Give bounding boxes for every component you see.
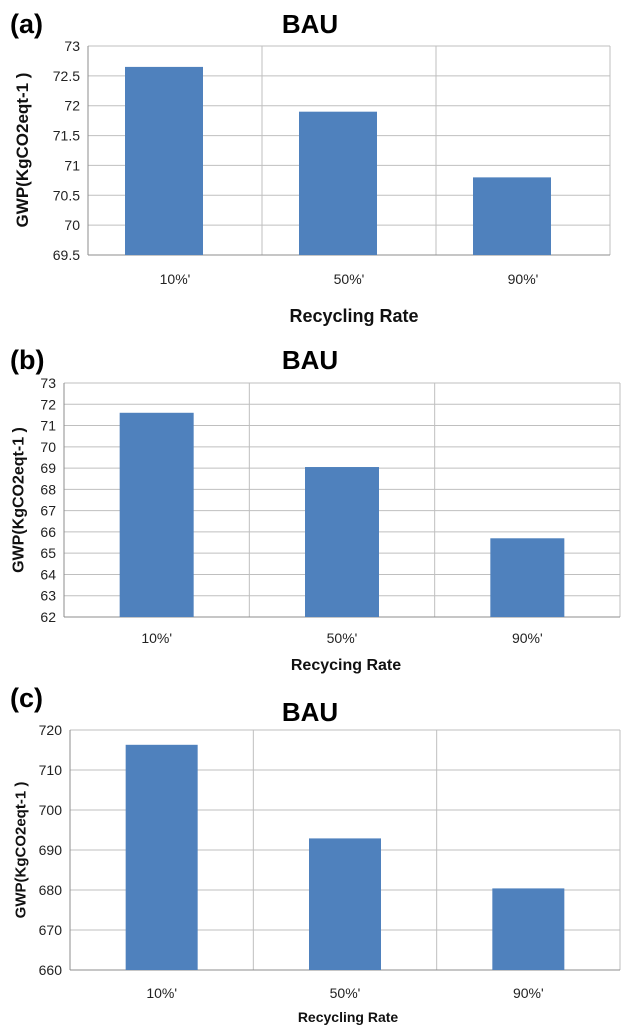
y-tick-label: 70 bbox=[40, 439, 56, 455]
y-tick-label: 72 bbox=[40, 396, 56, 412]
x-tick-label: 50%' bbox=[327, 630, 358, 646]
chart-title: BAU bbox=[282, 345, 338, 375]
bar-10 bbox=[125, 744, 198, 970]
x-tick-label: 50%' bbox=[334, 271, 365, 287]
y-tick-label: 71 bbox=[64, 157, 80, 173]
x-tick-label: 90%' bbox=[512, 630, 543, 646]
y-tick-label: 680 bbox=[39, 882, 63, 898]
y-tick-label: 69 bbox=[40, 460, 56, 476]
bar-90 bbox=[492, 888, 565, 970]
y-tick-label: 71 bbox=[40, 418, 56, 434]
y-tick-label: 670 bbox=[39, 922, 63, 938]
y-tick-label: 70 bbox=[64, 217, 80, 233]
y-tick-label: 72.5 bbox=[53, 68, 80, 84]
x-tick-label: 10%' bbox=[160, 271, 191, 287]
x-axis-label: Recycing Rate bbox=[291, 657, 401, 674]
chart-title: BAU bbox=[282, 697, 338, 727]
bar-10 bbox=[125, 66, 203, 256]
x-tick-label: 10%' bbox=[146, 985, 177, 1001]
y-tick-label: 72 bbox=[64, 98, 80, 114]
x-tick-label: 10%' bbox=[141, 630, 172, 646]
y-tick-label: 660 bbox=[39, 962, 63, 978]
bar-10 bbox=[119, 412, 194, 617]
panel-label: (c) bbox=[10, 683, 43, 713]
y-tick-label: 64 bbox=[40, 566, 56, 582]
x-axis-label: Recycling Rate bbox=[289, 306, 418, 326]
chart-panel-c: (c) BAU 660 670 680 690 700 710 720 10%' 50%' 90%' R… bbox=[10, 683, 621, 1025]
y-tick-label: 690 bbox=[39, 842, 63, 858]
y-tick-label: 700 bbox=[39, 802, 63, 818]
chart-panel-a: (a) BAU 69.5 70 70.5 71 71.5 72 72.5 73 10%' 50%' 90… bbox=[10, 9, 611, 326]
bar-90 bbox=[473, 177, 551, 255]
y-tick-label: 73 bbox=[64, 38, 80, 54]
y-tick-label: 65 bbox=[40, 545, 56, 561]
bar-50 bbox=[299, 111, 377, 255]
bar-90 bbox=[490, 538, 565, 617]
y-tick-label: 710 bbox=[39, 762, 63, 778]
y-axis-label: GWP(KgCO2eqt-1 ) bbox=[11, 427, 28, 573]
chart-panel-b: (b) BAU 62 63 64 65 66 67 68 69 70 71 72 73 10%' 50%' 90… bbox=[10, 345, 621, 674]
y-tick-label: 73 bbox=[40, 375, 56, 391]
panel-label: (a) bbox=[10, 9, 43, 39]
y-tick-label: 63 bbox=[40, 588, 56, 604]
bar-50 bbox=[309, 838, 381, 970]
y-tick-label: 71.5 bbox=[53, 128, 80, 144]
y-tick-label: 68 bbox=[40, 481, 56, 497]
y-tick-label: 66 bbox=[40, 524, 56, 540]
x-tick-label: 90%' bbox=[508, 271, 539, 287]
chart-title: BAU bbox=[282, 9, 338, 39]
x-tick-label: 50%' bbox=[330, 985, 361, 1001]
y-tick-label: 62 bbox=[40, 609, 56, 625]
x-tick-label: 90%' bbox=[513, 985, 544, 1001]
y-axis-label: GWP(KgCO2eqt-1 ) bbox=[13, 73, 32, 228]
panel-label: (b) bbox=[10, 345, 44, 375]
y-tick-label: 720 bbox=[39, 722, 63, 738]
bar-50 bbox=[305, 467, 379, 617]
y-tick-label: 69.5 bbox=[53, 247, 80, 263]
y-tick-label: 70.5 bbox=[53, 187, 80, 203]
y-tick-label: 67 bbox=[40, 503, 56, 519]
y-axis-label: GWP(KgCO2eqt-1 ) bbox=[12, 782, 29, 919]
x-axis-label: Recycling Rate bbox=[298, 1009, 399, 1025]
